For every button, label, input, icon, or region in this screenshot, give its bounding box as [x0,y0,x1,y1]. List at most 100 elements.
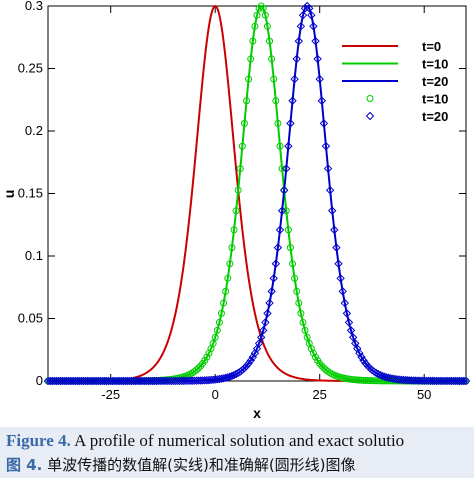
data-point [296,22,306,31]
data-point [211,333,219,341]
caption-text-en: A profile of numerical solution and exac… [70,431,405,450]
legend-item: t=10 [342,57,448,72]
data-point [204,375,214,385]
data-point [275,225,285,235]
data-point [284,226,292,234]
legend-item: t=20 [365,109,448,124]
data-point [344,318,354,327]
data-point [210,375,220,384]
data-point [286,119,295,128]
data-point [348,333,358,342]
data-point [245,75,253,83]
data-point [289,260,297,268]
data-point [221,373,230,383]
data-point [459,376,469,386]
data-point [259,326,268,335]
data-point [378,371,387,381]
data-point [357,352,366,362]
data-point [225,372,235,381]
legend-label: t=0 [422,39,441,54]
data-point [369,367,379,376]
data-point [253,11,261,19]
data-point [323,164,333,173]
legend-label: t=10 [422,57,448,72]
data-point [234,186,242,194]
data-point [271,259,281,268]
data-point [232,207,240,215]
data-point [355,348,364,358]
legend-item: t=0 [342,39,441,54]
data-point [295,299,303,307]
data-point [201,357,209,365]
data-point [299,318,307,326]
x-tick-label: 50 [417,387,431,402]
data-point [317,96,326,105]
data-point [254,339,264,348]
y-tick-label: 0.05 [18,311,43,326]
data-point [242,361,251,371]
data-point [223,373,232,382]
data-point [219,374,228,383]
data-point [208,375,218,384]
data-point [252,344,262,353]
data-point [228,244,236,252]
data-point [346,326,356,335]
data-point [321,141,331,151]
data-point [313,54,322,64]
figure: -25 0 25 50 00.050.10.150.20.250.3 x u t=0t… [1,0,471,421]
data-point [202,376,212,385]
data-point [318,362,326,370]
data-point [263,22,271,30]
data-point [230,226,238,234]
data-point [371,368,381,378]
data-point [226,260,234,268]
data-point [194,364,202,372]
data-point [265,298,274,308]
data-point [238,365,247,375]
legend-label: t=10 [422,92,448,107]
legend-swatch [365,111,375,121]
data-point [238,142,246,150]
data-point [309,349,317,357]
y-tick-label: 0 [36,373,43,388]
legend: t=0 t=10 t=20 t=10 t=20 [342,39,448,124]
data-point [244,359,253,368]
data-point [190,368,198,376]
x-axis-ticks: -25 0 25 50 [101,6,431,402]
data-point [255,4,263,12]
data-point [213,326,221,334]
data-point [294,36,304,46]
data-point [240,363,249,373]
data-point [311,36,320,46]
data-point [298,11,308,20]
data-point [257,2,265,10]
data-point [205,349,213,357]
legend-swatch [366,95,374,102]
y-tick-label: 0.15 [18,186,43,201]
data-point [203,353,211,361]
data-point [297,309,305,317]
x-tick-label: -25 [101,387,120,402]
data-point [224,274,232,282]
legend-label: t=20 [422,74,448,89]
x-axis-title: x [253,405,261,421]
data-point [282,207,290,215]
data-point [286,244,294,252]
data-point [336,274,345,283]
y-tick-label: 0.2 [25,123,43,138]
data-point [222,287,230,295]
data-point [301,326,309,334]
caption-chinese: 图 4. 单波传播的数值解(实线)和准确解(圆形线)图像 [6,454,356,475]
data-point [328,206,337,215]
data-point [374,369,383,379]
data-point [277,206,287,215]
data-point [256,333,266,342]
data-point [340,298,349,308]
caption-figure-label-en: Figure 4. [6,431,71,450]
data-point [319,119,329,128]
data-point [291,274,299,282]
data-point [278,165,286,173]
data-point [279,185,289,195]
caption-english: Figure 4. A profile of numerical solutio… [6,431,404,451]
data-point [315,74,324,84]
